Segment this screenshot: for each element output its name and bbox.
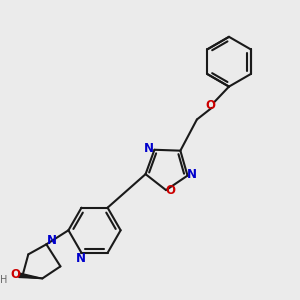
Text: N: N <box>144 142 154 155</box>
Text: N: N <box>76 252 86 265</box>
Text: O: O <box>166 184 176 197</box>
Text: N: N <box>187 167 197 181</box>
Text: N: N <box>46 234 57 247</box>
Text: H: H <box>0 274 7 285</box>
Text: O: O <box>11 268 21 281</box>
Text: O: O <box>205 98 215 112</box>
Polygon shape <box>19 273 42 278</box>
